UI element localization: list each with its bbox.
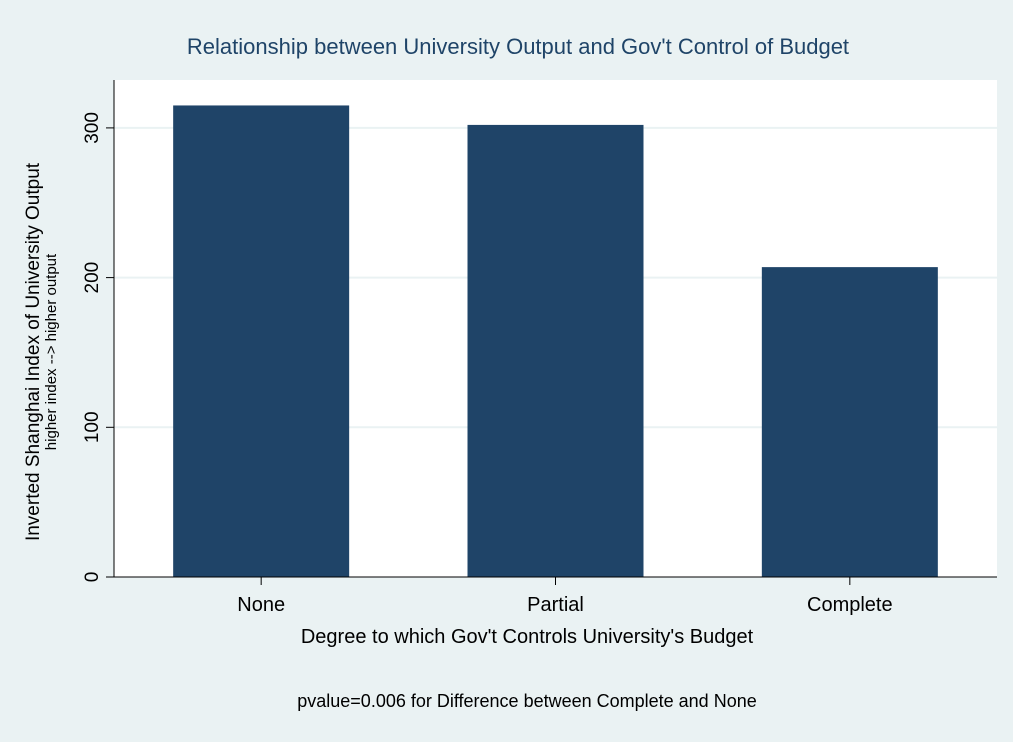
y-tick-label: 200 (82, 262, 103, 294)
y-axis-ticks: 0 100 200 300 (82, 112, 114, 582)
bar-partial (467, 124, 644, 577)
y-axis-label: Inverted Shanghai Index of University Ou… (23, 162, 44, 541)
bar-complete (761, 267, 938, 577)
bar-none (173, 105, 350, 577)
y-axis-sublabel: higher index --> higher output (43, 253, 60, 450)
x-axis-label: Degree to which Gov't Controls Universit… (301, 626, 754, 648)
x-tick-label: None (237, 594, 285, 616)
x-tick-label: Partial (527, 594, 584, 616)
x-axis-ticks: None Partial Complete (237, 577, 893, 616)
y-tick-label: 0 (82, 572, 103, 583)
x-tick-label: Complete (807, 594, 893, 616)
bars (173, 105, 938, 577)
chart-note: pvalue=0.006 for Difference between Comp… (297, 691, 756, 711)
y-tick-label: 300 (82, 112, 103, 144)
chart-title: Relationship between University Output a… (187, 34, 849, 59)
y-tick-label: 100 (82, 411, 103, 443)
